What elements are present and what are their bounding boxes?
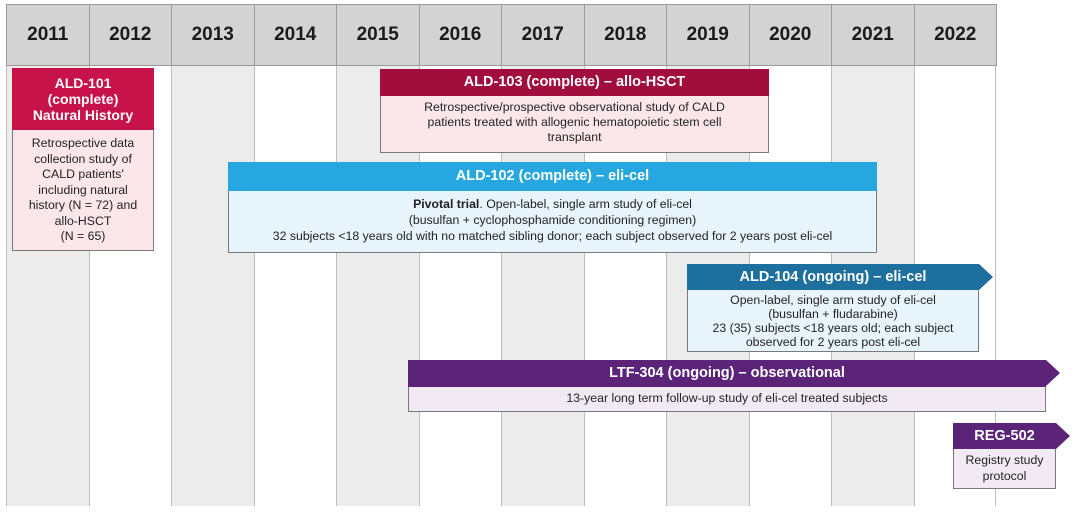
description-line: patients treated with allogenic hematopo… bbox=[427, 115, 722, 129]
study-ald-103: ALD-103 (complete) – allo-HSCT Retrospec… bbox=[380, 69, 769, 153]
description-line: Retrospective/prospective observational … bbox=[424, 100, 725, 114]
description-line: transplant bbox=[547, 130, 602, 144]
description-line: Open-label, single arm study of eli-cel bbox=[730, 293, 936, 307]
description-line: Registry study bbox=[965, 453, 1044, 467]
year-label: 2021 bbox=[831, 4, 915, 66]
study-reg-502: REG-502 Registry study protocol bbox=[953, 423, 1070, 489]
study-ltf-304-description: 13-year long term follow-up study of eli… bbox=[408, 387, 1046, 412]
year-column-2018 bbox=[583, 66, 667, 506]
study-ald-103-title: ALD-103 (complete) – allo-HSCT bbox=[380, 69, 769, 96]
year-label: 2020 bbox=[748, 4, 832, 66]
description-line: observed for 2 years post eli-cel bbox=[745, 335, 921, 349]
description-line: including natural bbox=[38, 182, 128, 197]
study-ald-101-title-line: (complete) bbox=[47, 91, 119, 107]
description-line: history (N = 72) and bbox=[28, 198, 138, 212]
year-column-2016 bbox=[418, 66, 502, 506]
description-text: . Open-label, single arm study of eli-ce… bbox=[479, 197, 692, 211]
study-ltf-304: LTF-304 (ongoing) – observational 13-yea… bbox=[408, 360, 1060, 412]
study-reg-502-title-text: REG-502 bbox=[974, 427, 1035, 444]
description-line: 32 subjects <18 years old with no matche… bbox=[272, 229, 833, 243]
study-reg-502-description: Registry study protocol bbox=[953, 449, 1056, 489]
study-reg-502-title: REG-502 bbox=[953, 423, 1070, 449]
study-ltf-304-title-text: LTF-304 (ongoing) – observational bbox=[609, 365, 845, 381]
year-label: 2014 bbox=[253, 4, 337, 66]
year-label: 2022 bbox=[913, 4, 997, 66]
study-ald-101-title: ALD-101 (complete) Natural History bbox=[12, 68, 154, 130]
pivotal-trial-label: Pivotal trial bbox=[413, 197, 480, 211]
ongoing-arrow-icon bbox=[1046, 360, 1060, 386]
study-ald-102-title: ALD-102 (complete) – eli-cel bbox=[228, 162, 877, 191]
study-ald-102: ALD-102 (complete) – eli-cel Pivotal tri… bbox=[228, 162, 877, 253]
ongoing-arrow-icon bbox=[1056, 423, 1070, 449]
description-line: (N = 65) bbox=[60, 229, 106, 243]
description-line: (busulfan + fludarabine) bbox=[768, 307, 898, 321]
year-column-2013 bbox=[171, 66, 254, 506]
study-ltf-304-title: LTF-304 (ongoing) – observational bbox=[408, 360, 1060, 387]
study-ald-101-title-line: Natural History bbox=[32, 107, 134, 123]
description-line: protocol bbox=[982, 468, 1027, 483]
study-ald-104-description: Open-label, single arm study of eli-cel … bbox=[687, 290, 979, 352]
year-label: 2018 bbox=[583, 4, 667, 66]
description-line: CALD patients' bbox=[42, 167, 124, 181]
ongoing-arrow-icon bbox=[979, 264, 993, 290]
study-ald-101-title-line: ALD-101 bbox=[54, 75, 112, 91]
year-column-2012 bbox=[88, 66, 172, 506]
description-line: Retrospective data bbox=[31, 136, 135, 150]
study-ald-103-description: Retrospective/prospective observational … bbox=[380, 96, 769, 153]
description-line: (busulfan + cyclophosphamide conditionin… bbox=[408, 213, 697, 227]
year-label: 2017 bbox=[501, 4, 585, 66]
study-ald-102-title-text: ALD-102 (complete) – eli-cel bbox=[455, 168, 650, 184]
study-ald-104-title-text: ALD-104 (ongoing) – eli-cel bbox=[739, 268, 927, 285]
study-ald-104: ALD-104 (ongoing) – eli-cel Open-label, … bbox=[687, 264, 993, 352]
description-line: 13-year long term follow-up study of eli… bbox=[566, 391, 888, 405]
description-line: 23 (35) subjects <18 years old; each sub… bbox=[712, 321, 954, 335]
year-column-2014 bbox=[253, 66, 337, 506]
study-ald-103-title-text: ALD-103 (complete) – allo-HSCT bbox=[463, 74, 686, 90]
study-ald-101-description: Retrospective data collection study of C… bbox=[12, 130, 154, 251]
description-line: collection study of bbox=[34, 151, 132, 166]
description-line: allo-HSCT bbox=[54, 213, 112, 228]
year-label: 2019 bbox=[666, 4, 750, 66]
year-label: 2015 bbox=[336, 4, 420, 66]
study-ald-101: ALD-101 (complete) Natural History Retro… bbox=[12, 68, 154, 251]
description-line: Pivotal trial. Open-label, single arm st… bbox=[235, 196, 870, 212]
year-label: 2011 bbox=[6, 4, 90, 66]
year-label: 2016 bbox=[418, 4, 502, 66]
year-label: 2013 bbox=[171, 4, 255, 66]
year-label: 2012 bbox=[88, 4, 172, 66]
study-ald-104-title: ALD-104 (ongoing) – eli-cel bbox=[687, 264, 993, 290]
study-ald-102-description: Pivotal trial. Open-label, single arm st… bbox=[228, 191, 877, 253]
